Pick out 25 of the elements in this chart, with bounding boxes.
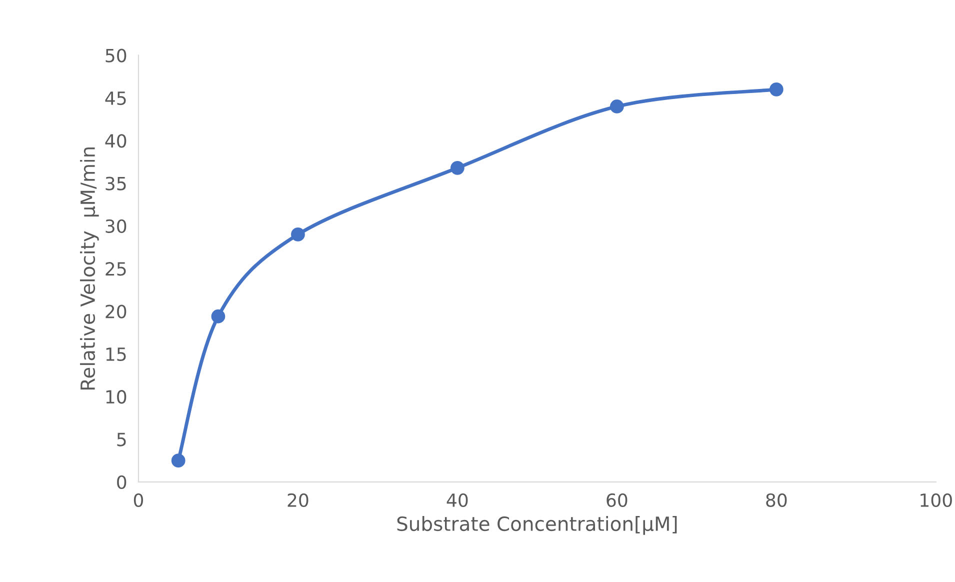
- y-tick-label: 40: [105, 134, 126, 148]
- y-axis-title: Relative Velocity μM/min: [80, 147, 99, 390]
- point: [171, 454, 186, 468]
- x-tick-label: 100: [920, 493, 952, 507]
- x-tick-label: 80: [766, 493, 787, 507]
- y-tick-label: 30: [106, 219, 126, 234]
- x-tick-label: 20: [288, 493, 308, 507]
- y-tick-label: 45: [105, 92, 126, 106]
- y-tick-label: 15: [106, 348, 126, 362]
- y-tick-label: 0: [117, 475, 126, 490]
- y-tick-label: 35: [106, 176, 126, 190]
- point: [610, 100, 624, 114]
- point: [450, 160, 464, 175]
- x-axis-title: Substrate Concentration[μM]: [397, 516, 677, 535]
- y-tick-label: 25: [106, 262, 126, 276]
- point: [211, 309, 226, 324]
- point: [769, 82, 784, 96]
- y-tick-label: 50: [106, 48, 126, 62]
- y-tick-label: 5: [117, 432, 126, 446]
- point: [291, 228, 305, 242]
- y-tick-label: 10: [106, 390, 126, 404]
- x-tick-label: 0: [134, 493, 144, 507]
- y-tick-label: 20: [106, 304, 126, 318]
- x-tick-label: 60: [606, 493, 628, 507]
- x-tick-label: 40: [446, 493, 468, 507]
